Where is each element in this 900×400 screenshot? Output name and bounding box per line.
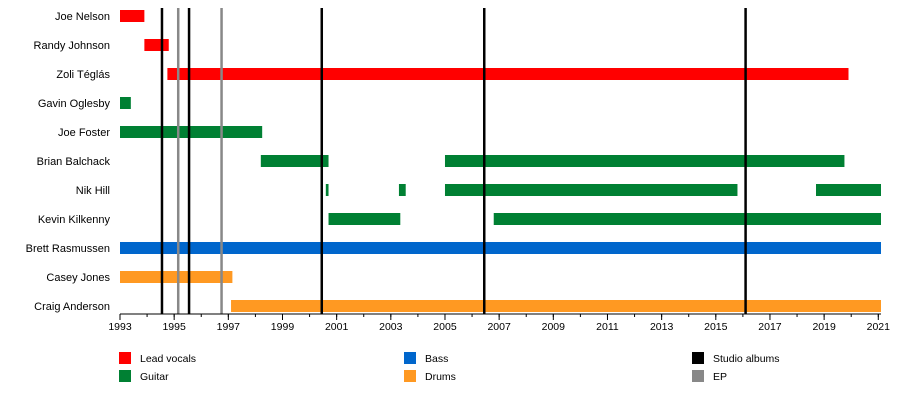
legend-label-ep: EP: [713, 371, 727, 383]
bar-brett-rasmussen-bass-0: [120, 242, 881, 254]
member-bars: [120, 10, 881, 312]
bar-randy-johnson-lead_vocals-0: [144, 39, 169, 51]
x-tick-label-2017: 2017: [758, 321, 782, 333]
legend-swatch-bass: [404, 352, 416, 364]
x-tick-label-2021: 2021: [867, 321, 891, 333]
x-axis: 1993 1995 1997 1999 2001 2003 2005 2007 2009 2011…: [108, 313, 891, 333]
bar-nik-hill-guitar-1: [398, 184, 406, 196]
release-lines: [160, 8, 747, 314]
bar-casey-jones-drums-0: [120, 271, 233, 283]
bar-zoli-teglas-lead_vocals-0: [167, 68, 849, 80]
bar-kevin-kilkenny-guitar-1: [493, 213, 881, 225]
legend-label-guitar: Guitar: [140, 371, 169, 383]
x-tick-label-2003: 2003: [379, 321, 403, 333]
legend-label-drums: Drums: [425, 371, 456, 383]
legend-swatch-guitar: [119, 370, 131, 382]
member-name-joe-foster: Joe Foster: [58, 127, 110, 139]
bar-nik-hill-guitar-3: [816, 184, 881, 196]
member-name-kevin-kilkenny: Kevin Kilkenny: [38, 214, 111, 226]
member-name-gavin-oglesby: Gavin Oglesby: [38, 98, 111, 110]
x-tick-label-2007: 2007: [487, 321, 511, 333]
x-tick-label-2011: 2011: [596, 321, 619, 333]
x-tick-label-1995: 1995: [162, 321, 186, 333]
member-name-joe-nelson: Joe Nelson: [55, 11, 110, 23]
bar-joe-foster-guitar-0: [120, 126, 263, 138]
x-tick-label-1993: 1993: [108, 321, 132, 333]
x-tick-label-2013: 2013: [650, 321, 674, 333]
bar-brian-balchack-guitar-0: [260, 155, 329, 167]
bar-craig-anderson-drums-0: [231, 300, 881, 312]
member-name-randy-johnson: Randy Johnson: [34, 40, 110, 52]
bar-nik-hill-guitar-0: [325, 184, 329, 196]
legend: Lead vocals Guitar Bass Drums Studio albums E…: [119, 352, 780, 383]
member-name-zoli-teglas: Zoli Téglás: [56, 69, 110, 81]
x-tick-label-2001: 2001: [325, 321, 349, 333]
x-tick-label-1999: 1999: [271, 321, 295, 333]
bar-gavin-oglesby-guitar-0: [120, 97, 131, 109]
member-name-brett-rasmussen: Brett Rasmussen: [26, 243, 110, 255]
member-name-craig-anderson: Craig Anderson: [34, 301, 110, 313]
legend-swatch-ep: [692, 370, 704, 382]
legend-swatch-drums: [404, 370, 416, 382]
x-tick-label-2009: 2009: [542, 321, 566, 333]
x-tick-label-1997: 1997: [217, 321, 241, 333]
bar-kevin-kilkenny-guitar-0: [328, 213, 401, 225]
legend-label-bass: Bass: [425, 353, 448, 365]
bar-nik-hill-guitar-2: [444, 184, 738, 196]
member-names: Joe Nelson Randy Johnson Zoli Téglás Gavin …: [26, 11, 111, 313]
bar-brian-balchack-guitar-1: [444, 155, 845, 167]
x-tick-label-2015: 2015: [704, 321, 728, 333]
legend-label-lead-vocals: Lead vocals: [140, 353, 196, 365]
member-name-casey-jones: Casey Jones: [46, 272, 110, 284]
member-name-brian-balchack: Brian Balchack: [37, 156, 111, 168]
legend-swatch-lead-vocals: [119, 352, 131, 364]
x-tick-label-2005: 2005: [433, 321, 457, 333]
bar-joe-nelson-lead_vocals-0: [120, 10, 145, 22]
legend-label-studio-albums: Studio albums: [713, 353, 780, 365]
x-tick-label-2019: 2019: [812, 321, 836, 333]
legend-swatch-studio-albums: [692, 352, 704, 364]
member-name-nik-hill: Nik Hill: [76, 185, 110, 197]
